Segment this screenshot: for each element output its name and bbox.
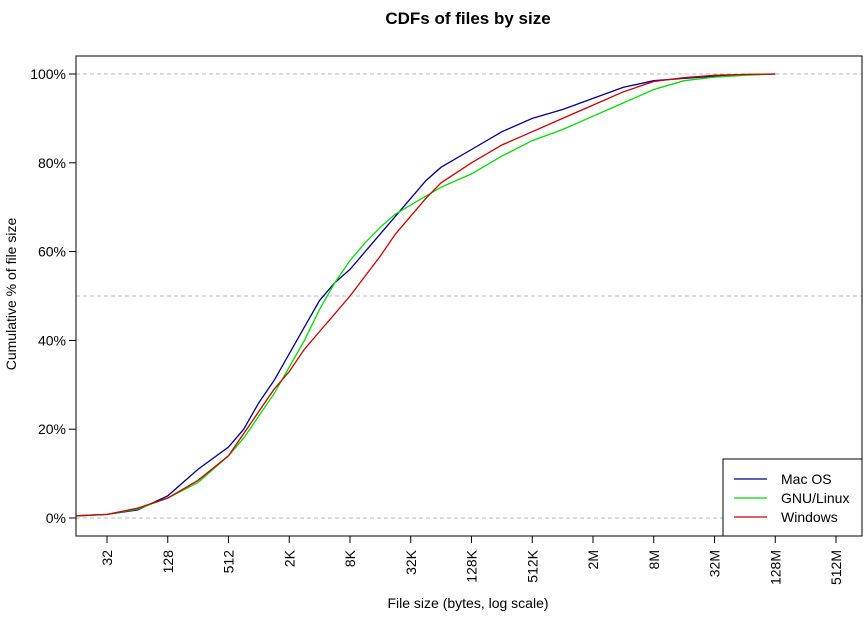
x-tick-label: 512M — [828, 550, 844, 585]
x-tick-label: 512K — [524, 549, 540, 582]
chart-title: CDFs of files by size — [385, 9, 550, 28]
y-axis: 0% 20% 40% 60% 80% 100% — [30, 66, 76, 526]
x-tick-label: 32 — [99, 550, 115, 566]
y-tick-label: 20% — [38, 421, 66, 437]
series-line-mac-os — [76, 73, 776, 517]
x-tick-label: 128 — [160, 550, 176, 574]
x-tick-label: 2M — [585, 550, 601, 569]
y-tick-label: 60% — [38, 244, 66, 260]
legend: Mac OS GNU/Linux Windows — [722, 458, 863, 537]
y-axis-label: Cumulative % of file size — [3, 218, 19, 371]
x-tick-label: 512 — [221, 550, 237, 574]
reference-lines — [76, 73, 862, 519]
y-tick-label: 40% — [38, 332, 66, 348]
x-tick-label: 8M — [646, 550, 662, 569]
x-tick-label: 32M — [707, 550, 723, 577]
legend-label: Windows — [781, 509, 838, 525]
x-tick-label: 8K — [342, 549, 358, 567]
y-tick-label: 100% — [30, 66, 66, 82]
series-line-gnu-linux — [76, 73, 776, 517]
x-tick-label: 32K — [403, 549, 419, 575]
series-line-windows — [76, 73, 776, 517]
x-axis: 32 128 512 2K 8K 32K 128K 512K 2M 8M 32M 128M 512M — [99, 536, 844, 585]
x-axis-label: File size (bytes, log scale) — [387, 595, 548, 611]
x-tick-label: 128M — [767, 550, 783, 585]
x-tick-label: 2K — [281, 549, 297, 567]
y-tick-label: 0% — [46, 510, 66, 526]
series-lines — [76, 73, 776, 517]
legend-label: GNU/Linux — [781, 490, 849, 506]
plot-frame — [75, 55, 863, 537]
x-tick-label: 128K — [464, 549, 480, 582]
y-tick-label: 80% — [38, 155, 66, 171]
legend-label: Mac OS — [781, 471, 832, 487]
